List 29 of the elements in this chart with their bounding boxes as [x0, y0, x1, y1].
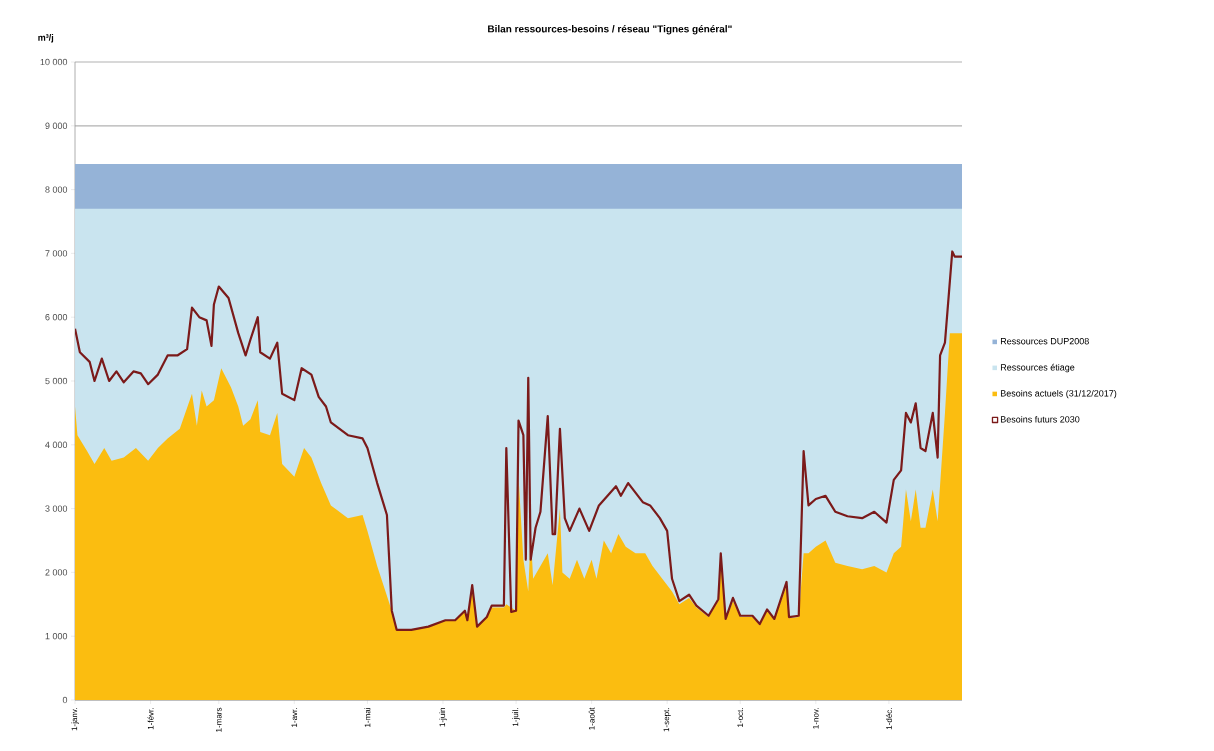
y-tick-label: 1 000 [45, 632, 68, 640]
y-tick-label: 10 000 [40, 58, 68, 66]
x-tick-label: 1-juin [439, 708, 447, 727]
y-tick-label: 2 000 [45, 569, 68, 576]
x-tick-label: 1-nov. [813, 708, 819, 729]
y-tick-label: 8 000 [45, 186, 68, 193]
y-tick-label: 7 000 [45, 250, 68, 257]
y-tick-label: 3 000 [45, 505, 68, 512]
legend-label: Besoins actuels (31/12/2017) [1000, 389, 1117, 399]
x-tick-label: 1-avr. [291, 708, 298, 727]
legend-label: Ressources étiage [1000, 363, 1075, 373]
x-tick-label: 1-mars [215, 707, 222, 732]
x-tick-label: 1-déc. [885, 708, 892, 730]
x-tick-label: 1-janv. [71, 708, 79, 731]
legend-label: Ressources DUP2008 [1000, 338, 1089, 345]
x-tick-label: 1-juil. [512, 708, 520, 727]
y-tick-label: 6 000 [45, 314, 68, 321]
x-tick-label: 1-mai [364, 708, 371, 727]
legend-label: Besoins futurs 2030 [1000, 415, 1080, 423]
y-tick-label: 0 [62, 696, 68, 704]
y-tick-label: 9 000 [45, 122, 68, 129]
y-tick-label: 5 000 [45, 377, 68, 385]
x-tick-label: 1-août [588, 707, 595, 730]
chart-title: Bilan ressources-besoins / réseau "Tignes général" [488, 25, 732, 35]
y-tick-label: 4 000 [45, 441, 68, 448]
x-tick-label: 1-sept. [663, 708, 671, 732]
x-tick-label: 1-févr. [147, 708, 154, 730]
x-tick-label: 1-oct. [737, 708, 744, 727]
y-axis-title: m³/j [38, 34, 54, 43]
